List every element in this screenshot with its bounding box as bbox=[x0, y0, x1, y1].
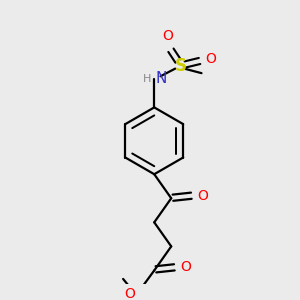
Text: N: N bbox=[155, 71, 167, 86]
Text: O: O bbox=[197, 189, 208, 203]
Text: H: H bbox=[142, 74, 151, 84]
Text: O: O bbox=[163, 29, 174, 44]
Text: S: S bbox=[174, 57, 186, 75]
Text: O: O bbox=[125, 287, 136, 300]
Text: O: O bbox=[180, 260, 191, 274]
Text: O: O bbox=[205, 52, 216, 66]
